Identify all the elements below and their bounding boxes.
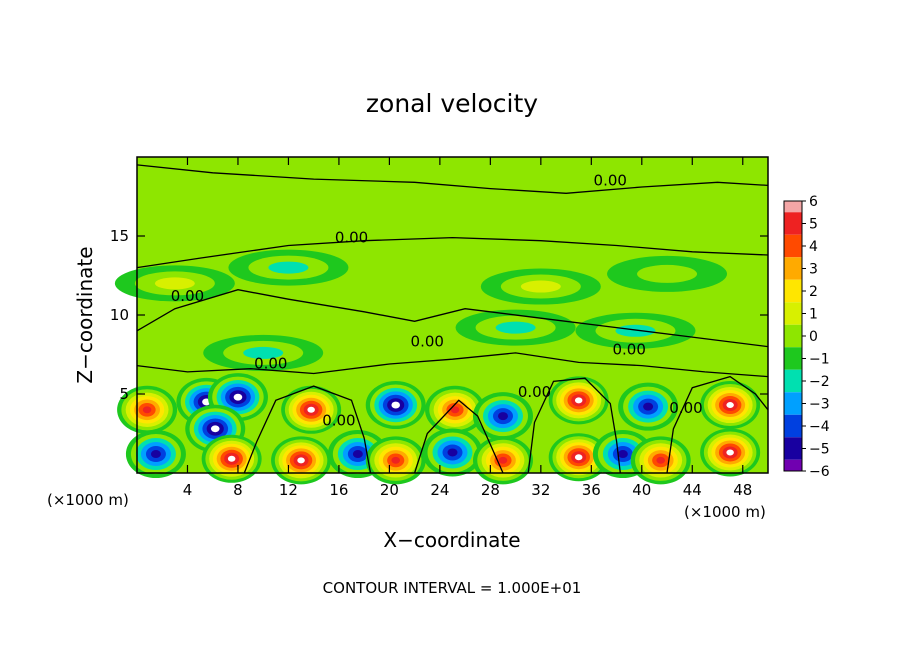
- x-unit-left: (×1000 m): [47, 491, 129, 509]
- x-tick-label-11: 48: [733, 481, 752, 499]
- x-tick-label-1: 8: [233, 481, 243, 499]
- colorbar-label-6: 0: [809, 329, 818, 345]
- y-tick-label-1: 10: [110, 306, 129, 324]
- colorbar-label-2: 4: [809, 239, 818, 255]
- x-tick-label-4: 20: [380, 481, 399, 499]
- heatmap-cell-18: [548, 433, 609, 482]
- y-tick-label-2: 15: [110, 227, 129, 245]
- x-tick-label-5: 24: [430, 481, 449, 499]
- heatmap-cell-9: [618, 382, 679, 431]
- colorbar-label-9: −3: [809, 397, 830, 413]
- colorbar-label-1: 5: [809, 217, 818, 233]
- contour-label-8: 0.00: [669, 399, 702, 417]
- x-tick-label-10: 44: [683, 481, 702, 499]
- y-tick-label-0: 5: [119, 385, 129, 403]
- zero-contour-line-2: [136, 289, 769, 348]
- heatmap-cell-20: [630, 436, 691, 485]
- heatmap-cell-6: [425, 385, 486, 434]
- heatmap-cell-0: [117, 385, 178, 434]
- colorbar-swatch-6: [784, 324, 802, 348]
- zero-contour-line-3: [136, 352, 769, 378]
- zero-contour-line-4: [243, 385, 372, 474]
- heatmap-cell-15: [365, 436, 426, 485]
- x-tick-label-6: 28: [481, 481, 500, 499]
- heatmap-cell-26: [480, 268, 601, 305]
- heatmap-cell-25: [228, 249, 349, 286]
- contour-label-5: 0.00: [254, 355, 287, 373]
- zero-contour-line-0: [136, 164, 769, 194]
- x-tick-label-7: 32: [531, 481, 550, 499]
- contour-label-6: 0.00: [322, 412, 355, 430]
- contour-label-2: 0.00: [171, 287, 204, 305]
- colorbar-label-8: −2: [809, 374, 830, 390]
- x-tick-label-0: 4: [183, 481, 193, 499]
- colorbar-swatch-8: [784, 369, 802, 393]
- zero-contour-line-7: [666, 375, 769, 474]
- colorbar-swatch-2: [784, 234, 802, 258]
- colorbar-swatch-7: [784, 347, 802, 370]
- zero-contour-line-5: [413, 399, 504, 474]
- y-axis-label: Z−coordinate: [73, 246, 97, 383]
- heatmap-cell-16: [422, 428, 483, 477]
- contour-label-0: 0.00: [594, 171, 627, 189]
- heatmap-field: [114, 249, 761, 485]
- heatmap-cell-8: [548, 376, 609, 425]
- colorbar-label-4: 2: [809, 284, 818, 300]
- chart-title: zonal velocity: [366, 89, 538, 118]
- heatmap-cell-22: [203, 334, 324, 371]
- colorbar-swatch-0: [784, 201, 802, 213]
- heatmap-cell-5: [365, 381, 426, 430]
- contour-label-3: 0.00: [411, 333, 444, 351]
- zero-contour-line-6: [527, 377, 621, 474]
- x-axis-ticks: 4 8 12 16 20 24 28 32 36 40 44 48: [183, 157, 752, 499]
- heatmap-cell-27: [607, 255, 728, 292]
- heatmap-cell-28: [114, 265, 235, 302]
- colorbar-swatch-10: [784, 414, 802, 438]
- x-axis-label: X−coordinate: [383, 528, 520, 552]
- contour-labels: 0.00 0.00 0.00 0.00 0.00 0.00 0.00 0.00 0.00: [171, 171, 703, 429]
- contour-label-1: 0.00: [335, 228, 368, 246]
- colorbar-swatch-3: [784, 257, 802, 280]
- heatmap-cell-12: [201, 434, 262, 483]
- contour-label-7: 0.00: [518, 383, 551, 401]
- colorbar-label-5: 1: [809, 307, 818, 323]
- colorbar-swatch-11: [784, 437, 802, 460]
- heatmap-cell-21: [700, 428, 761, 477]
- heatmap-cell-11: [125, 430, 186, 479]
- heatmap-cell-10: [700, 381, 761, 430]
- y-axis-ticks: 5 10 15: [110, 227, 768, 403]
- heatmap-cell-7: [472, 392, 533, 441]
- plot-area: 0.00 0.00 0.00 0.00 0.00 0.00 0.00 0.00 0.00: [114, 156, 769, 485]
- colorbar-swatch-12: [784, 459, 802, 471]
- x-tick-label-3: 16: [329, 481, 348, 499]
- colorbar-label-7: −1: [809, 352, 830, 368]
- colorbar-swatch-5: [784, 302, 802, 325]
- colorbar-swatch-1: [784, 212, 802, 235]
- zero-contour-line-1: [136, 236, 769, 269]
- contour-interval-note: CONTOUR INTERVAL = 1.000E+01: [323, 579, 582, 597]
- colorbar-swatch-9: [784, 392, 802, 415]
- heatmap-cell-17: [472, 436, 533, 485]
- colorbar-swatch-4: [784, 279, 802, 303]
- heatmap-cell-13: [271, 436, 332, 485]
- colorbar: 6 5 4 3 2 1 0 −1 −2 −3 −4 −5 −6: [783, 194, 830, 480]
- colorbar-label-0: 6: [809, 194, 818, 210]
- zero-contours: [136, 164, 769, 474]
- colorbar-label-10: −4: [809, 419, 830, 435]
- colorbar-label-3: 3: [809, 262, 818, 278]
- colorbar-label-12: −6: [809, 464, 830, 480]
- heatmap-cell-4: [281, 385, 342, 434]
- heatmap-cell-24: [575, 312, 696, 349]
- colorbar-label-11: −5: [809, 442, 830, 458]
- x-tick-label-8: 36: [582, 481, 601, 499]
- x-tick-label-2: 12: [279, 481, 298, 499]
- contour-label-4: 0.00: [612, 341, 645, 359]
- x-tick-label-9: 40: [632, 481, 651, 499]
- x-unit-right: (×1000 m): [684, 503, 766, 521]
